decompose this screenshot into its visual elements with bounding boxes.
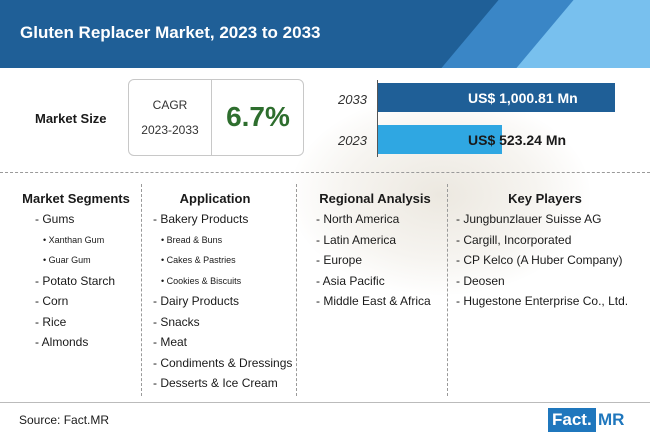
segments-item: - Almonds [35,335,89,349]
application-item: - Desserts & Ice Cream [153,376,278,390]
players-item: - Cargill, Incorporated [456,232,572,247]
header-banner: Gluten Replacer Market, 2023 to 2033 [0,0,650,68]
application-item: - Bakery Products [153,212,249,226]
segments-title: Market Segments [22,191,130,206]
regional-item: - Asia Pacific [316,273,385,288]
bar-year-2023: 2023 [338,133,367,148]
application-item: - Dairy Products [153,294,240,308]
bar-value-2023: US$ 523.24 Mn [468,132,567,148]
bar-axis [377,80,378,157]
cagr-divider [211,80,212,155]
bar-2033 [378,83,615,112]
application-item: • Cakes & Pastries [161,255,236,265]
bar-2023 [378,125,502,154]
source-text: Source: Fact.MR [19,413,110,427]
regional-title: Regional Analysis [319,191,431,206]
segments-item: • Xanthan Gum [43,234,105,245]
footer-divider [0,402,650,403]
cagr-value: 6.7% [226,101,290,132]
application-item: - Meat [153,335,188,349]
logo-fact: Fact. [548,408,596,432]
segments-item: - Rice [35,314,67,329]
logo-mr: MR [598,410,625,429]
application-item: - Snacks [153,314,200,329]
players-item: - Hugestone Enterprise Co., Ltd. [456,294,629,308]
segments-item: - Gums [35,212,75,226]
players-item: - CP Kelco (A Huber Company) [456,253,623,267]
market-size-label: Market Size [35,111,107,126]
cagr-label: CAGR [152,98,188,112]
application-item: • Cookies & Biscuits [161,275,242,286]
segments-item: - Corn [35,294,69,308]
segments-item: • Guar Gum [43,255,91,265]
page-title: Gluten Replacer Market, 2023 to 2033 [20,23,321,42]
players-item: - Deosen [456,273,505,288]
regional-item: - Middle East & Africa [316,294,431,308]
regional-item: - Latin America [316,232,397,247]
players-item: - Jungbunzlauer Suisse AG [456,212,602,226]
segments-item: - Potato Starch [35,273,116,288]
application-title: Application [179,191,251,206]
cagr-box: CAGR 2023-2033 6.7% [128,79,304,156]
column-divider [141,184,142,396]
bar-value-2033: US$ 1,000.81 Mn [468,90,578,106]
application-item: • Bread & Buns [161,234,223,245]
cagr-period: 2023-2033 [141,123,199,137]
bar-year-2033: 2033 [338,92,367,107]
regional-item: - Europe [316,253,363,267]
column-divider [447,184,448,396]
regional-item: - North America [316,212,400,226]
application-item: - Condiments & Dressings [153,355,293,370]
players-title: Key Players [508,191,582,206]
column-divider [296,184,297,396]
section-divider [0,172,650,173]
